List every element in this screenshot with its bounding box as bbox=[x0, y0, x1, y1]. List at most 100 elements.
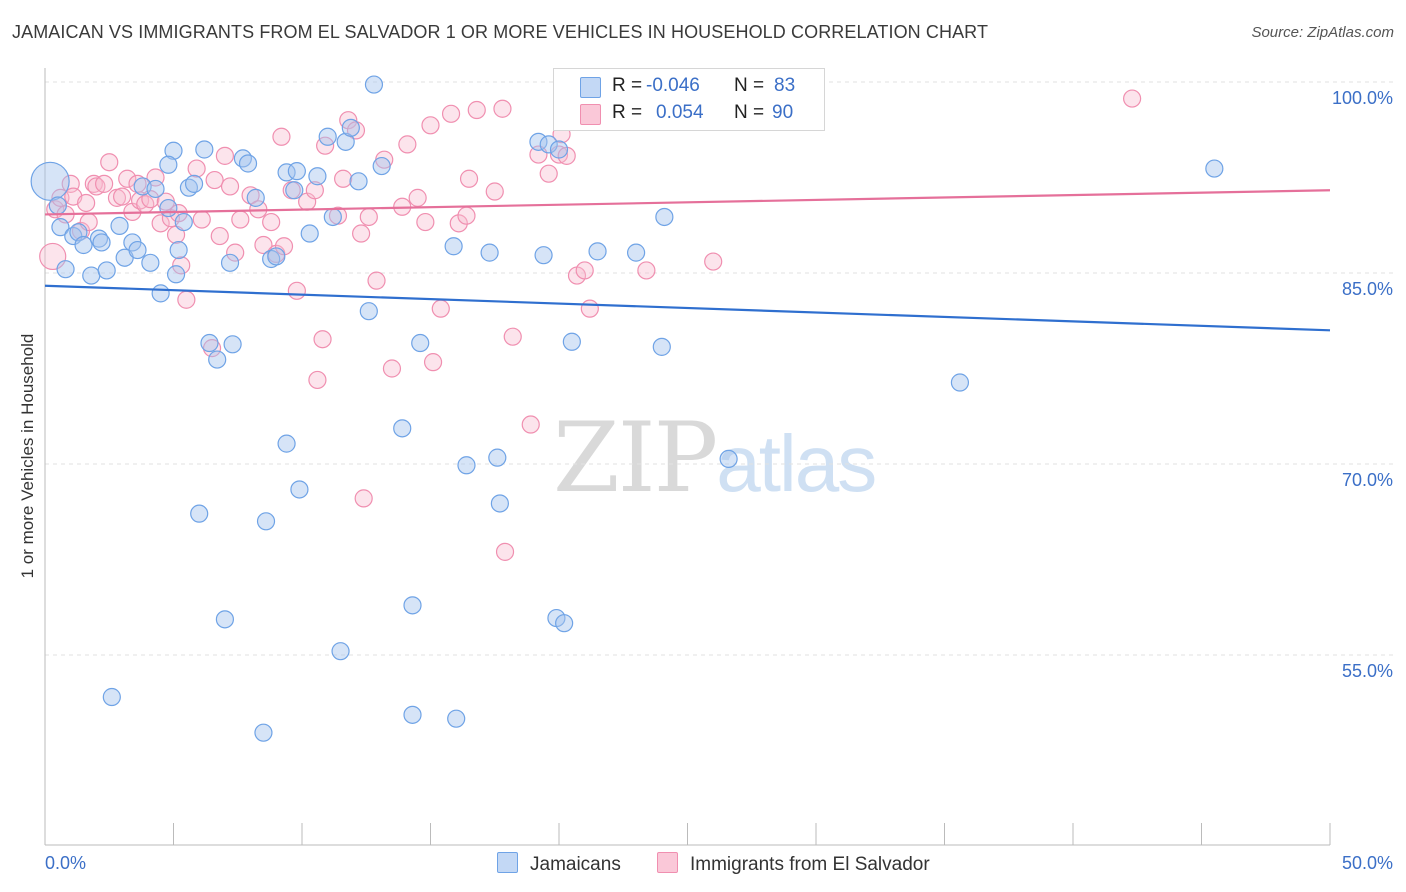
el-salvador-point bbox=[100, 153, 119, 172]
jamaican-point bbox=[490, 494, 509, 513]
jamaican-point bbox=[102, 687, 121, 707]
el-salvador-point bbox=[313, 330, 332, 349]
el-salvador-point bbox=[287, 281, 306, 300]
el-salvador-point bbox=[367, 271, 386, 290]
el-salvador-point bbox=[112, 187, 132, 206]
el-salvador-point bbox=[398, 135, 417, 154]
jamaican-point bbox=[195, 140, 214, 159]
jamaican-point bbox=[719, 449, 738, 469]
el-salvador-point bbox=[334, 169, 353, 188]
el-salvador-point bbox=[354, 489, 373, 508]
jamaican-point bbox=[82, 266, 101, 285]
jamaican-point bbox=[411, 333, 430, 353]
jamaican-point bbox=[331, 642, 350, 661]
el-salvador-point bbox=[231, 210, 250, 229]
jamaican-point bbox=[128, 240, 147, 260]
axes bbox=[44, 68, 1331, 846]
jamaican-point bbox=[74, 235, 93, 255]
el-salvador-point bbox=[431, 299, 450, 318]
jamaican-point bbox=[267, 247, 286, 266]
el-salvador-point bbox=[421, 116, 440, 135]
y-tick-label: 85.0% bbox=[1342, 279, 1393, 299]
jamaican-point bbox=[950, 373, 970, 392]
el-salvador-point bbox=[118, 169, 137, 188]
el-salvador-point bbox=[241, 186, 260, 205]
el-salvador-point bbox=[254, 235, 273, 255]
jamaican-point bbox=[220, 253, 240, 272]
el-salvador-point bbox=[423, 353, 443, 372]
jamaican-point bbox=[215, 610, 234, 629]
jamaican-point bbox=[359, 302, 378, 321]
jamaican-point bbox=[146, 179, 165, 199]
jamaican-point bbox=[403, 596, 422, 615]
jamaican-point bbox=[141, 253, 160, 272]
jamaican-point bbox=[655, 207, 674, 227]
legend-n-value: 90 bbox=[772, 102, 794, 123]
el-salvador-point bbox=[205, 170, 224, 190]
legend-r-value: 0.054 bbox=[656, 102, 704, 123]
el-salvador-point bbox=[359, 207, 378, 227]
watermark-zip: ZIP bbox=[553, 402, 718, 514]
el-salvador-point bbox=[305, 181, 324, 200]
jamaican-point bbox=[151, 284, 170, 303]
el-salvador-point bbox=[262, 212, 281, 232]
jamaican-point bbox=[480, 243, 499, 262]
el-salvador-point bbox=[202, 339, 222, 358]
jamaican-point bbox=[200, 333, 219, 353]
el-salvador-point bbox=[467, 100, 486, 120]
jamaican-point bbox=[56, 260, 75, 279]
jamaican-point bbox=[159, 198, 178, 218]
jamaican-point bbox=[300, 224, 319, 243]
el-salvador-point bbox=[308, 370, 327, 390]
bottom-legend-label-jamaicans: Jamaicans bbox=[530, 854, 621, 875]
el-salvador-point bbox=[521, 415, 540, 434]
jamaican-point bbox=[308, 167, 327, 186]
el-salvador-point bbox=[382, 359, 402, 378]
jamaican-point bbox=[92, 233, 111, 252]
el-salvador-point bbox=[1123, 89, 1142, 108]
el-salvador-point bbox=[192, 210, 211, 229]
jamaican-point bbox=[539, 135, 558, 154]
legend-swatch-jamaicans bbox=[580, 77, 601, 98]
jamaican-point bbox=[169, 240, 188, 260]
el-salvador-point bbox=[459, 169, 479, 188]
el-salvador-point bbox=[172, 256, 191, 275]
legend-r-label: R = bbox=[612, 102, 643, 123]
el-salvador-point bbox=[416, 212, 435, 232]
legend-n-label: N = bbox=[734, 75, 765, 96]
jamaican-point bbox=[277, 434, 296, 453]
el-salvador-point bbox=[575, 261, 594, 280]
jamaican-point bbox=[285, 181, 304, 200]
jamaican-point bbox=[318, 127, 337, 146]
jamaican-point bbox=[444, 237, 463, 256]
el-salvador-point bbox=[408, 188, 427, 207]
jamaican-point bbox=[174, 212, 193, 232]
jamaican-point bbox=[238, 154, 258, 173]
jamaican-point bbox=[1205, 159, 1224, 178]
jamaican-point bbox=[588, 242, 607, 261]
legend-n-label: N = bbox=[734, 102, 765, 123]
legend-r-label: R = bbox=[612, 75, 643, 96]
el-salvador-point bbox=[485, 182, 504, 201]
jamaican-point bbox=[447, 709, 466, 728]
el-salvador-point bbox=[151, 214, 170, 233]
el-salvador-point bbox=[215, 146, 234, 165]
el-salvador-point bbox=[539, 164, 558, 183]
jamaican-point bbox=[372, 156, 391, 176]
bottom-legend-label-el-salvador: Immigrants from El Salvador bbox=[690, 854, 930, 875]
el-salvador-point bbox=[503, 327, 522, 346]
bottom-legend-el-salvador: Immigrants from El Salvador bbox=[657, 852, 930, 876]
bottom-legend-jamaicans: Jamaicans bbox=[497, 852, 621, 876]
jamaican-point bbox=[246, 188, 265, 207]
jamaican-point bbox=[626, 243, 646, 262]
trend-lines bbox=[44, 189, 1331, 332]
jamaican-point bbox=[341, 118, 360, 137]
jamaican-point bbox=[534, 246, 553, 265]
el-salvador-points bbox=[39, 89, 1142, 561]
jamaican-point bbox=[233, 149, 252, 168]
el-salvador-point bbox=[274, 237, 294, 256]
el-salvador-point bbox=[495, 542, 515, 561]
jamaican-point bbox=[48, 196, 67, 215]
x-tick-label: 50.0% bbox=[1342, 853, 1393, 873]
stats-legend: R = -0.046 N = 83 R = 0.054 N = 90 bbox=[553, 68, 825, 131]
